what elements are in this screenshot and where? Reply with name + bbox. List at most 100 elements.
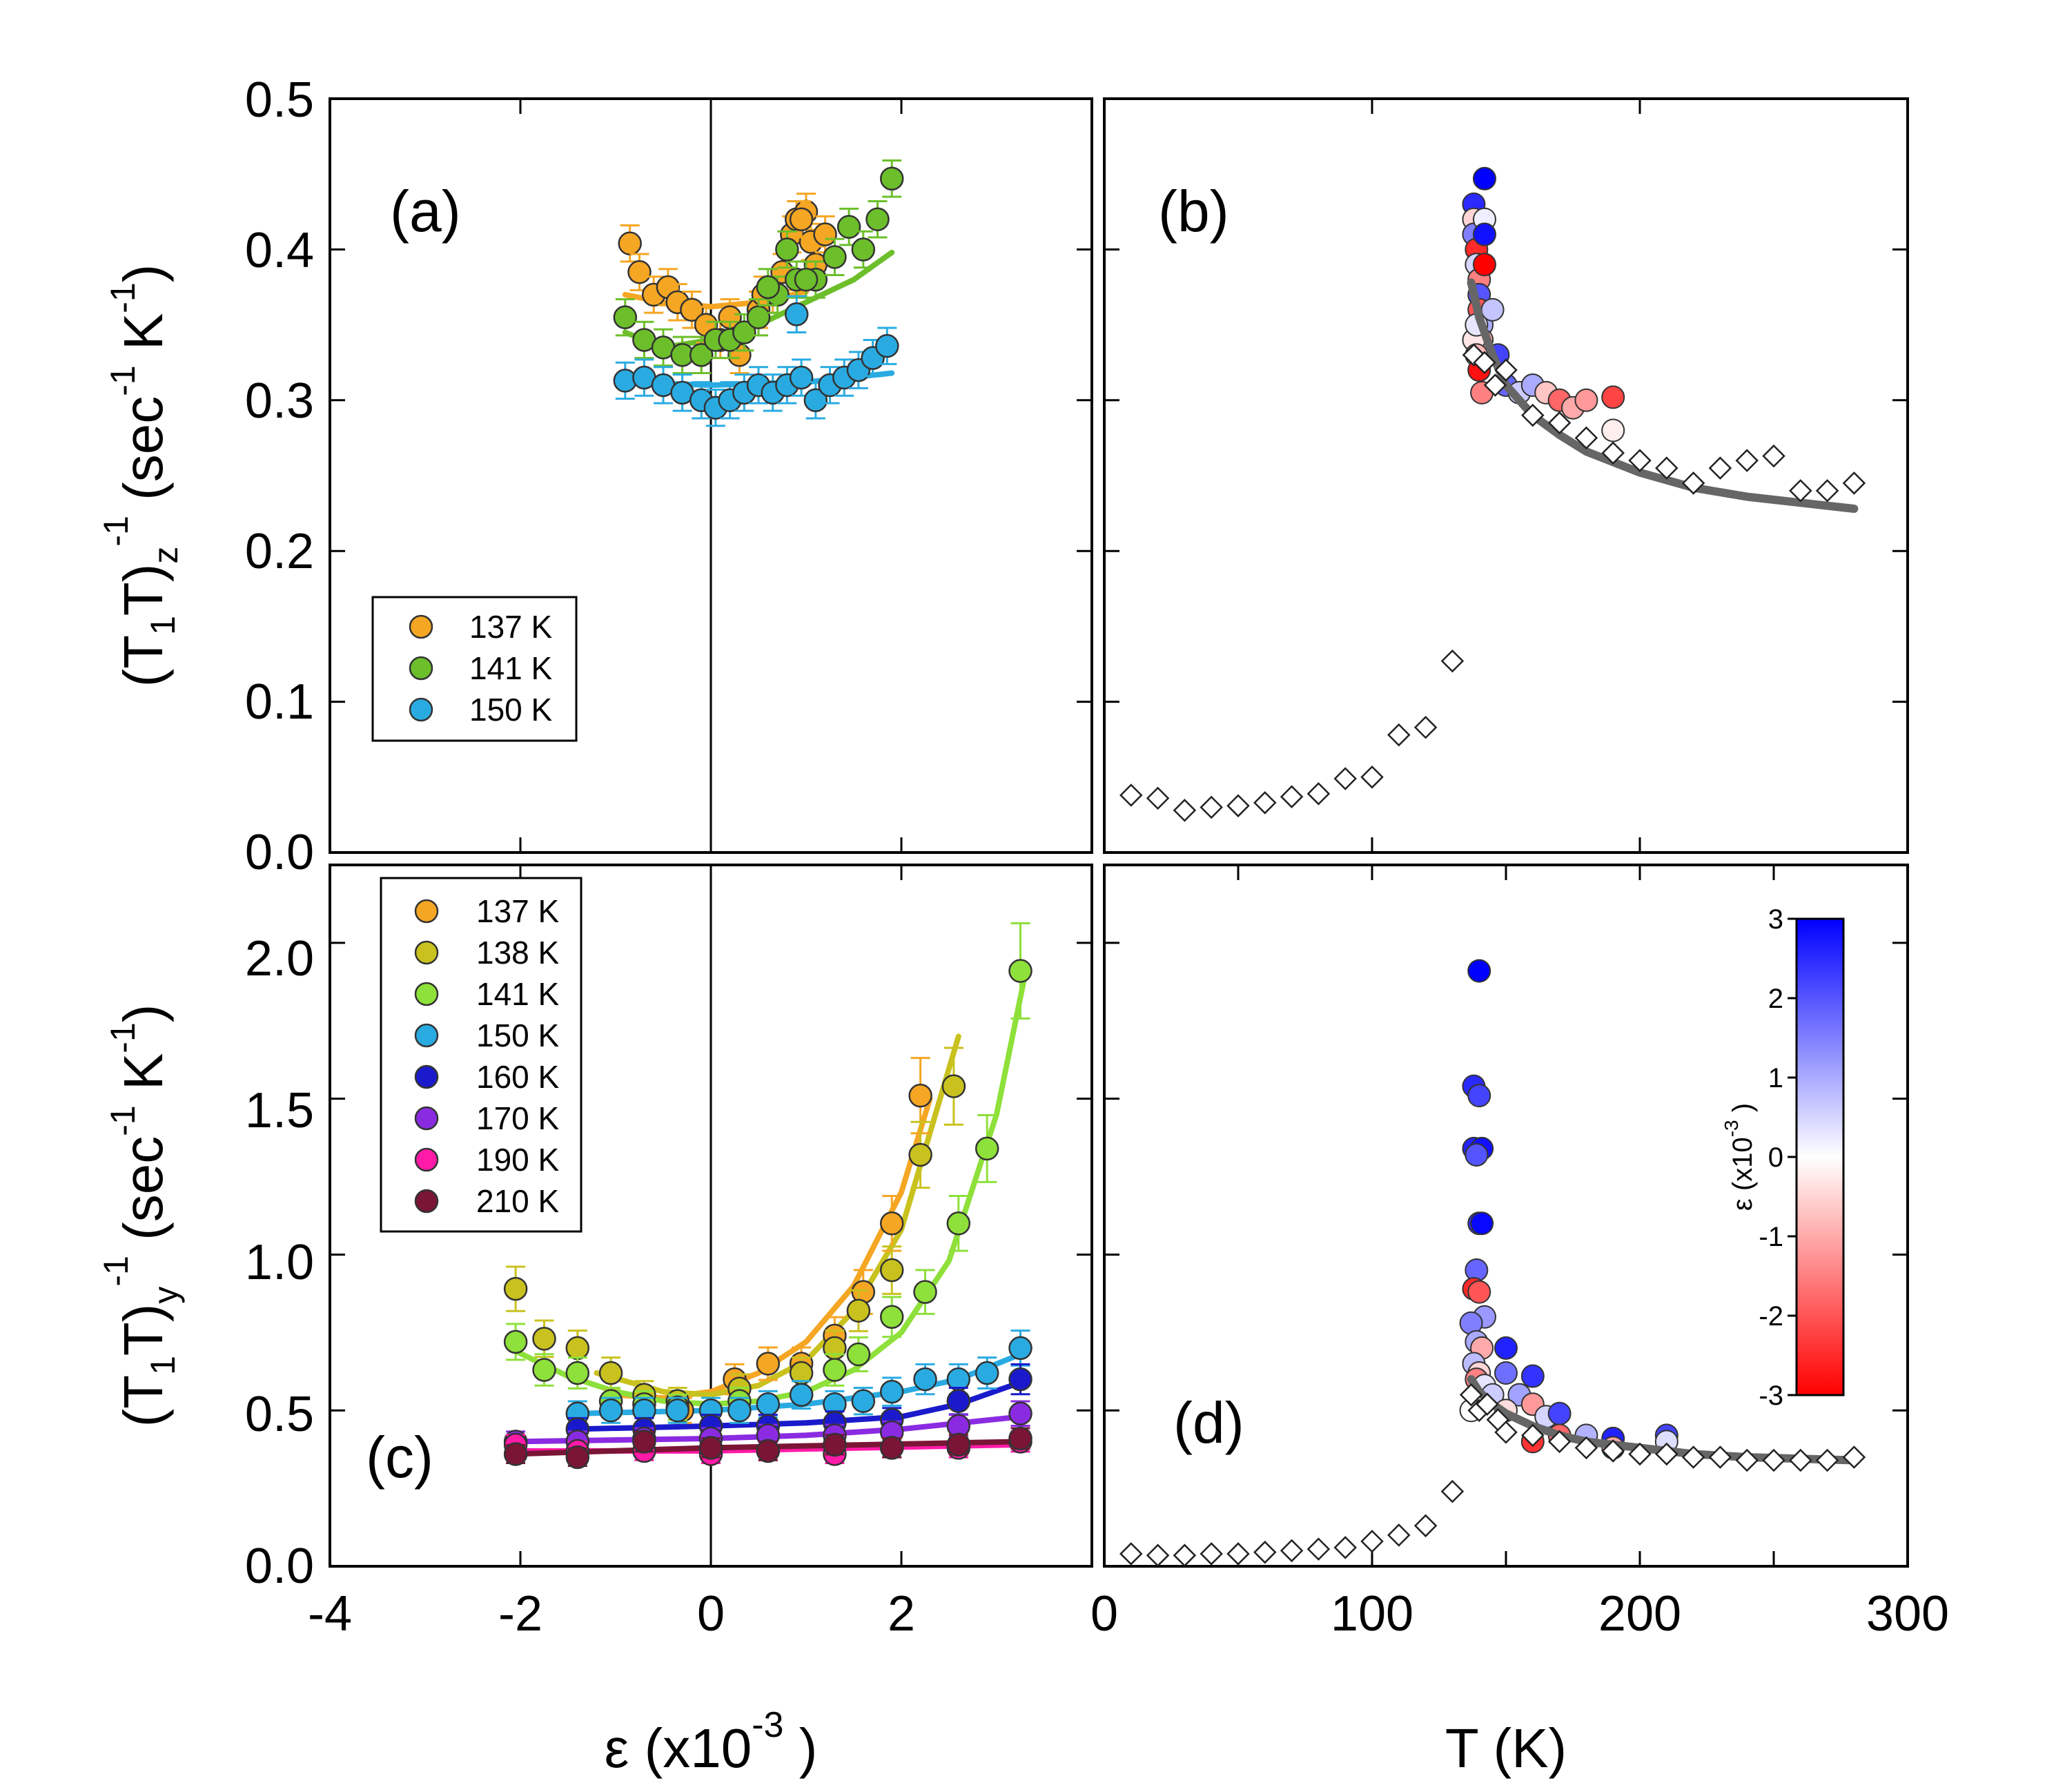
legend-marker bbox=[414, 899, 439, 924]
data-point bbox=[746, 305, 771, 329]
diamond-point bbox=[1146, 786, 1170, 810]
xtick-label: -2 bbox=[498, 1586, 542, 1642]
ylabel-unit-k: K bbox=[112, 313, 174, 350]
diamond-point bbox=[1762, 1448, 1785, 1472]
diamond-point bbox=[1119, 783, 1143, 807]
diamond-point bbox=[1306, 782, 1331, 806]
diamond-point bbox=[1655, 1442, 1679, 1466]
data-point bbox=[613, 305, 638, 329]
axis-ticks bbox=[330, 99, 1908, 1566]
strain-point bbox=[1520, 1364, 1545, 1388]
xtick-label: -4 bbox=[308, 1586, 352, 1642]
diamond-point bbox=[1440, 649, 1465, 673]
data-point bbox=[846, 1342, 871, 1367]
legend-entry: 138 K bbox=[476, 935, 560, 971]
strain-point bbox=[1470, 1211, 1494, 1236]
diamond-point bbox=[1226, 794, 1250, 818]
panel-c-label: (c) bbox=[366, 1425, 433, 1490]
diamond-point bbox=[1387, 1523, 1411, 1547]
diamond-point bbox=[1200, 795, 1223, 819]
ytick-label: 1.0 bbox=[245, 1235, 314, 1290]
legend-marker bbox=[409, 614, 433, 639]
data-point bbox=[1008, 1401, 1032, 1425]
data-point bbox=[503, 1442, 528, 1466]
data-point bbox=[1008, 959, 1032, 983]
xtick-label: 2 bbox=[888, 1586, 915, 1642]
ylabel-sup: -1 bbox=[104, 282, 142, 313]
diamond-point bbox=[1173, 1543, 1197, 1566]
data-point bbox=[803, 388, 828, 413]
strain-point bbox=[1494, 1336, 1518, 1360]
ytick-label: 0.1 bbox=[245, 674, 314, 730]
colorbar-tick-label: -1 bbox=[1759, 1222, 1783, 1252]
diamond-point bbox=[1333, 1536, 1357, 1559]
svg-text:(T1T)y-1 (sec-1 K-1): (T1T)y-1 (sec-1 K-1) bbox=[97, 1004, 185, 1428]
strain-point bbox=[1601, 385, 1625, 409]
ylabel-unit-k: K bbox=[112, 1053, 174, 1090]
legend-marker bbox=[409, 697, 433, 722]
diamond-point bbox=[1815, 479, 1839, 503]
data-point bbox=[632, 1430, 656, 1454]
ylabel-close: ) bbox=[112, 264, 174, 283]
data-point bbox=[879, 1379, 904, 1404]
diamond-point bbox=[1494, 358, 1518, 382]
ylabel-sub: z bbox=[146, 547, 185, 564]
xtick-label: 0 bbox=[1090, 1586, 1118, 1642]
ylabel-sup: -1 bbox=[104, 1105, 142, 1136]
data-point bbox=[875, 333, 899, 358]
strain-point bbox=[1472, 222, 1496, 246]
data-point bbox=[789, 365, 814, 390]
fit-curve bbox=[594, 1033, 961, 1398]
panel-c-xtick-labels: -4 -2 0 2 bbox=[308, 1586, 915, 1642]
ytick-label: 0.5 bbox=[245, 1387, 314, 1442]
ylabel-mid: T) bbox=[112, 1304, 174, 1356]
legend-box bbox=[380, 877, 583, 1233]
ylabel-sup: -1 bbox=[104, 365, 142, 396]
legend-entry: 137 K bbox=[476, 893, 560, 929]
data-point bbox=[756, 1352, 781, 1376]
panel-c-legend: 137 K 138 K 141 K 150 K 160 K 170 K 190 … bbox=[380, 877, 583, 1233]
ylabel-sup: -1 bbox=[97, 516, 135, 546]
diamond-point bbox=[1494, 1421, 1518, 1444]
colorbar-gradient bbox=[1795, 917, 1845, 1396]
data-point bbox=[941, 1074, 966, 1098]
data-point bbox=[784, 302, 809, 327]
strain-point bbox=[1574, 388, 1598, 412]
legend-entry: 210 K bbox=[476, 1183, 560, 1219]
data-point bbox=[865, 207, 890, 231]
data-point bbox=[680, 298, 704, 322]
colorbar-label-sup: -3 bbox=[1721, 1120, 1742, 1137]
legend-marker bbox=[414, 1189, 439, 1214]
xlabel-open: (x10 bbox=[645, 1717, 752, 1779]
xtick-label: 0 bbox=[697, 1586, 725, 1642]
colorbar-tick-label: 0 bbox=[1768, 1142, 1783, 1173]
colorbar-label-close: ) bbox=[1728, 1103, 1758, 1112]
diamond-point bbox=[1547, 411, 1572, 435]
legend-marker bbox=[414, 982, 439, 1006]
data-point bbox=[879, 1305, 904, 1330]
colorbar-ticks bbox=[1788, 917, 1797, 1396]
data-point bbox=[846, 1298, 871, 1323]
xlabel-sup: -3 bbox=[752, 1705, 783, 1745]
data-point bbox=[689, 343, 714, 367]
data-point bbox=[598, 1398, 623, 1423]
data-point bbox=[789, 1383, 814, 1407]
legend-entry: 137 K bbox=[469, 609, 553, 645]
panel-b-label: (b) bbox=[1158, 179, 1229, 244]
diamond-point bbox=[1842, 471, 1866, 495]
data-point bbox=[532, 1358, 556, 1382]
diamond-point bbox=[1789, 479, 1812, 503]
data-point bbox=[946, 1432, 971, 1457]
data-point bbox=[823, 1432, 847, 1457]
panel-a-ytick-labels: 0.0 0.1 0.2 0.3 0.4 0.5 bbox=[245, 72, 314, 880]
legend-entry: 190 K bbox=[476, 1142, 560, 1178]
diamond-point bbox=[1681, 1445, 1705, 1469]
ylabel-main: (T bbox=[112, 1375, 174, 1428]
diamond-point bbox=[1708, 456, 1732, 480]
ytick-label: 0.2 bbox=[245, 524, 314, 579]
diamond-point bbox=[1473, 351, 1496, 374]
ytick-label: 1.5 bbox=[245, 1083, 314, 1138]
data-point bbox=[732, 320, 756, 344]
data-point bbox=[851, 1389, 876, 1413]
diamond-point bbox=[1306, 1537, 1331, 1561]
